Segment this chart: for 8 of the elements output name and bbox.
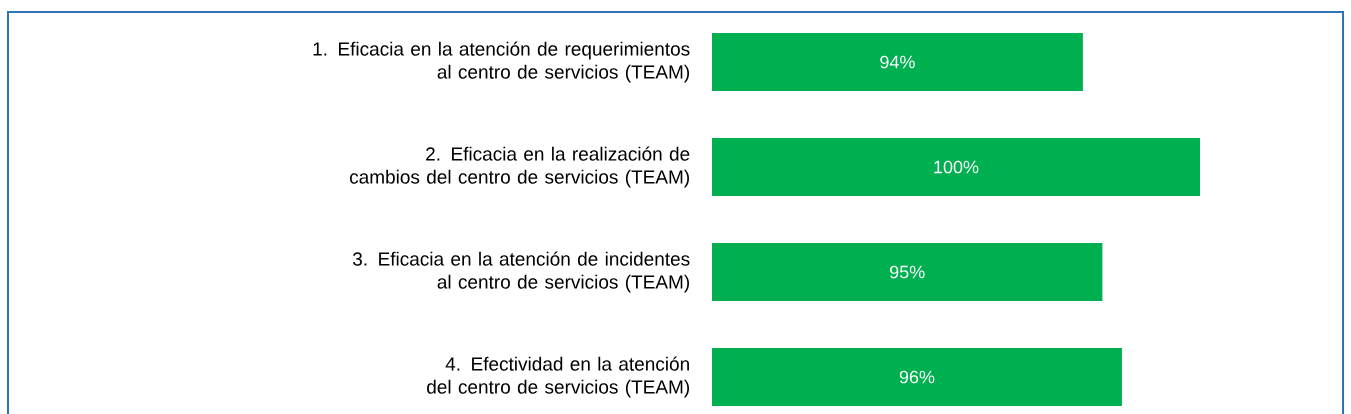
data-label: 96% bbox=[899, 370, 935, 384]
y-tick-label: 2. Eficacia en la realización de cambios del centro de servicios (TEAM) bbox=[349, 146, 690, 188]
y-tick-label: 3. Eficacia en la atención de incidentes al centro de servicios (TEAM) bbox=[352, 251, 690, 293]
data-label: 95% bbox=[890, 265, 925, 279]
data-label: 100% bbox=[934, 160, 979, 174]
data-label: 94% bbox=[880, 55, 915, 69]
y-tick-label: 1. Eficacia en la atención de requerimientos al centro de servicios (TEAM) bbox=[313, 41, 690, 83]
y-tick-label: 4. Efectividad en la atención del centro de servicios (TEAM) bbox=[427, 356, 690, 398]
